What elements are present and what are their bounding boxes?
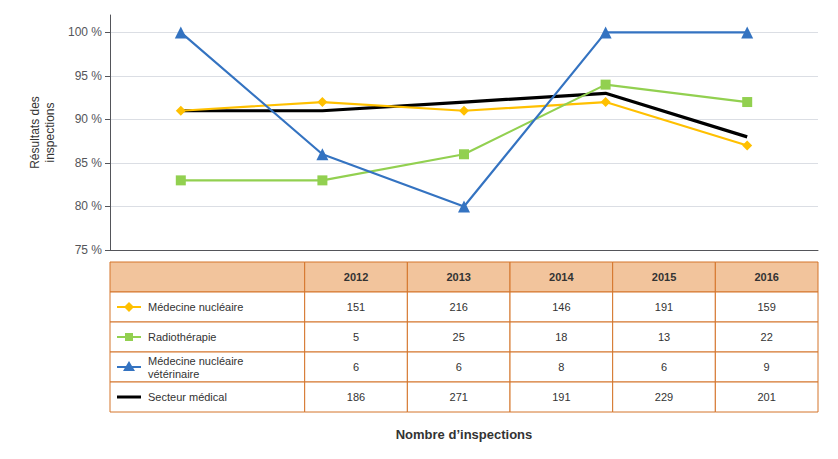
svg-text:2016: 2016 (754, 271, 778, 283)
svg-text:22: 22 (761, 331, 773, 343)
svg-text:Radiothérapie: Radiothérapie (148, 331, 217, 343)
svg-text:90 %: 90 % (75, 112, 103, 126)
svg-text:18: 18 (555, 331, 567, 343)
svg-text:186: 186 (347, 391, 365, 403)
svg-text:159: 159 (757, 301, 775, 313)
svg-text:271: 271 (450, 391, 468, 403)
svg-text:2015: 2015 (652, 271, 676, 283)
svg-text:vétérinaire: vétérinaire (148, 368, 199, 380)
svg-text:Résultats des: Résultats des (28, 96, 42, 169)
svg-text:191: 191 (552, 391, 570, 403)
svg-text:6: 6 (661, 361, 667, 373)
svg-text:25: 25 (453, 331, 465, 343)
svg-text:8: 8 (558, 361, 564, 373)
svg-text:13: 13 (658, 331, 670, 343)
svg-text:Nombre d’inspections: Nombre d’inspections (396, 427, 533, 442)
svg-text:95 %: 95 % (75, 69, 103, 83)
svg-text:75 %: 75 % (75, 243, 103, 257)
svg-text:Médecine nucléaire: Médecine nucléaire (148, 355, 243, 367)
svg-text:6: 6 (353, 361, 359, 373)
svg-text:2013: 2013 (446, 271, 470, 283)
svg-text:146: 146 (552, 301, 570, 313)
svg-text:216: 216 (450, 301, 468, 313)
svg-text:5: 5 (353, 331, 359, 343)
svg-text:Secteur médical: Secteur médical (148, 391, 227, 403)
svg-text:201: 201 (757, 391, 775, 403)
svg-text:9: 9 (764, 361, 770, 373)
svg-text:80 %: 80 % (75, 199, 103, 213)
svg-text:229: 229 (655, 391, 673, 403)
svg-text:191: 191 (655, 301, 673, 313)
svg-text:151: 151 (347, 301, 365, 313)
svg-text:Médecine nucléaire: Médecine nucléaire (148, 301, 243, 313)
svg-text:100 %: 100 % (68, 25, 102, 39)
svg-text:85 %: 85 % (75, 156, 103, 170)
svg-text:inspections: inspections (43, 102, 57, 162)
svg-text:2014: 2014 (549, 271, 574, 283)
svg-text:6: 6 (456, 361, 462, 373)
svg-text:2012: 2012 (344, 271, 368, 283)
